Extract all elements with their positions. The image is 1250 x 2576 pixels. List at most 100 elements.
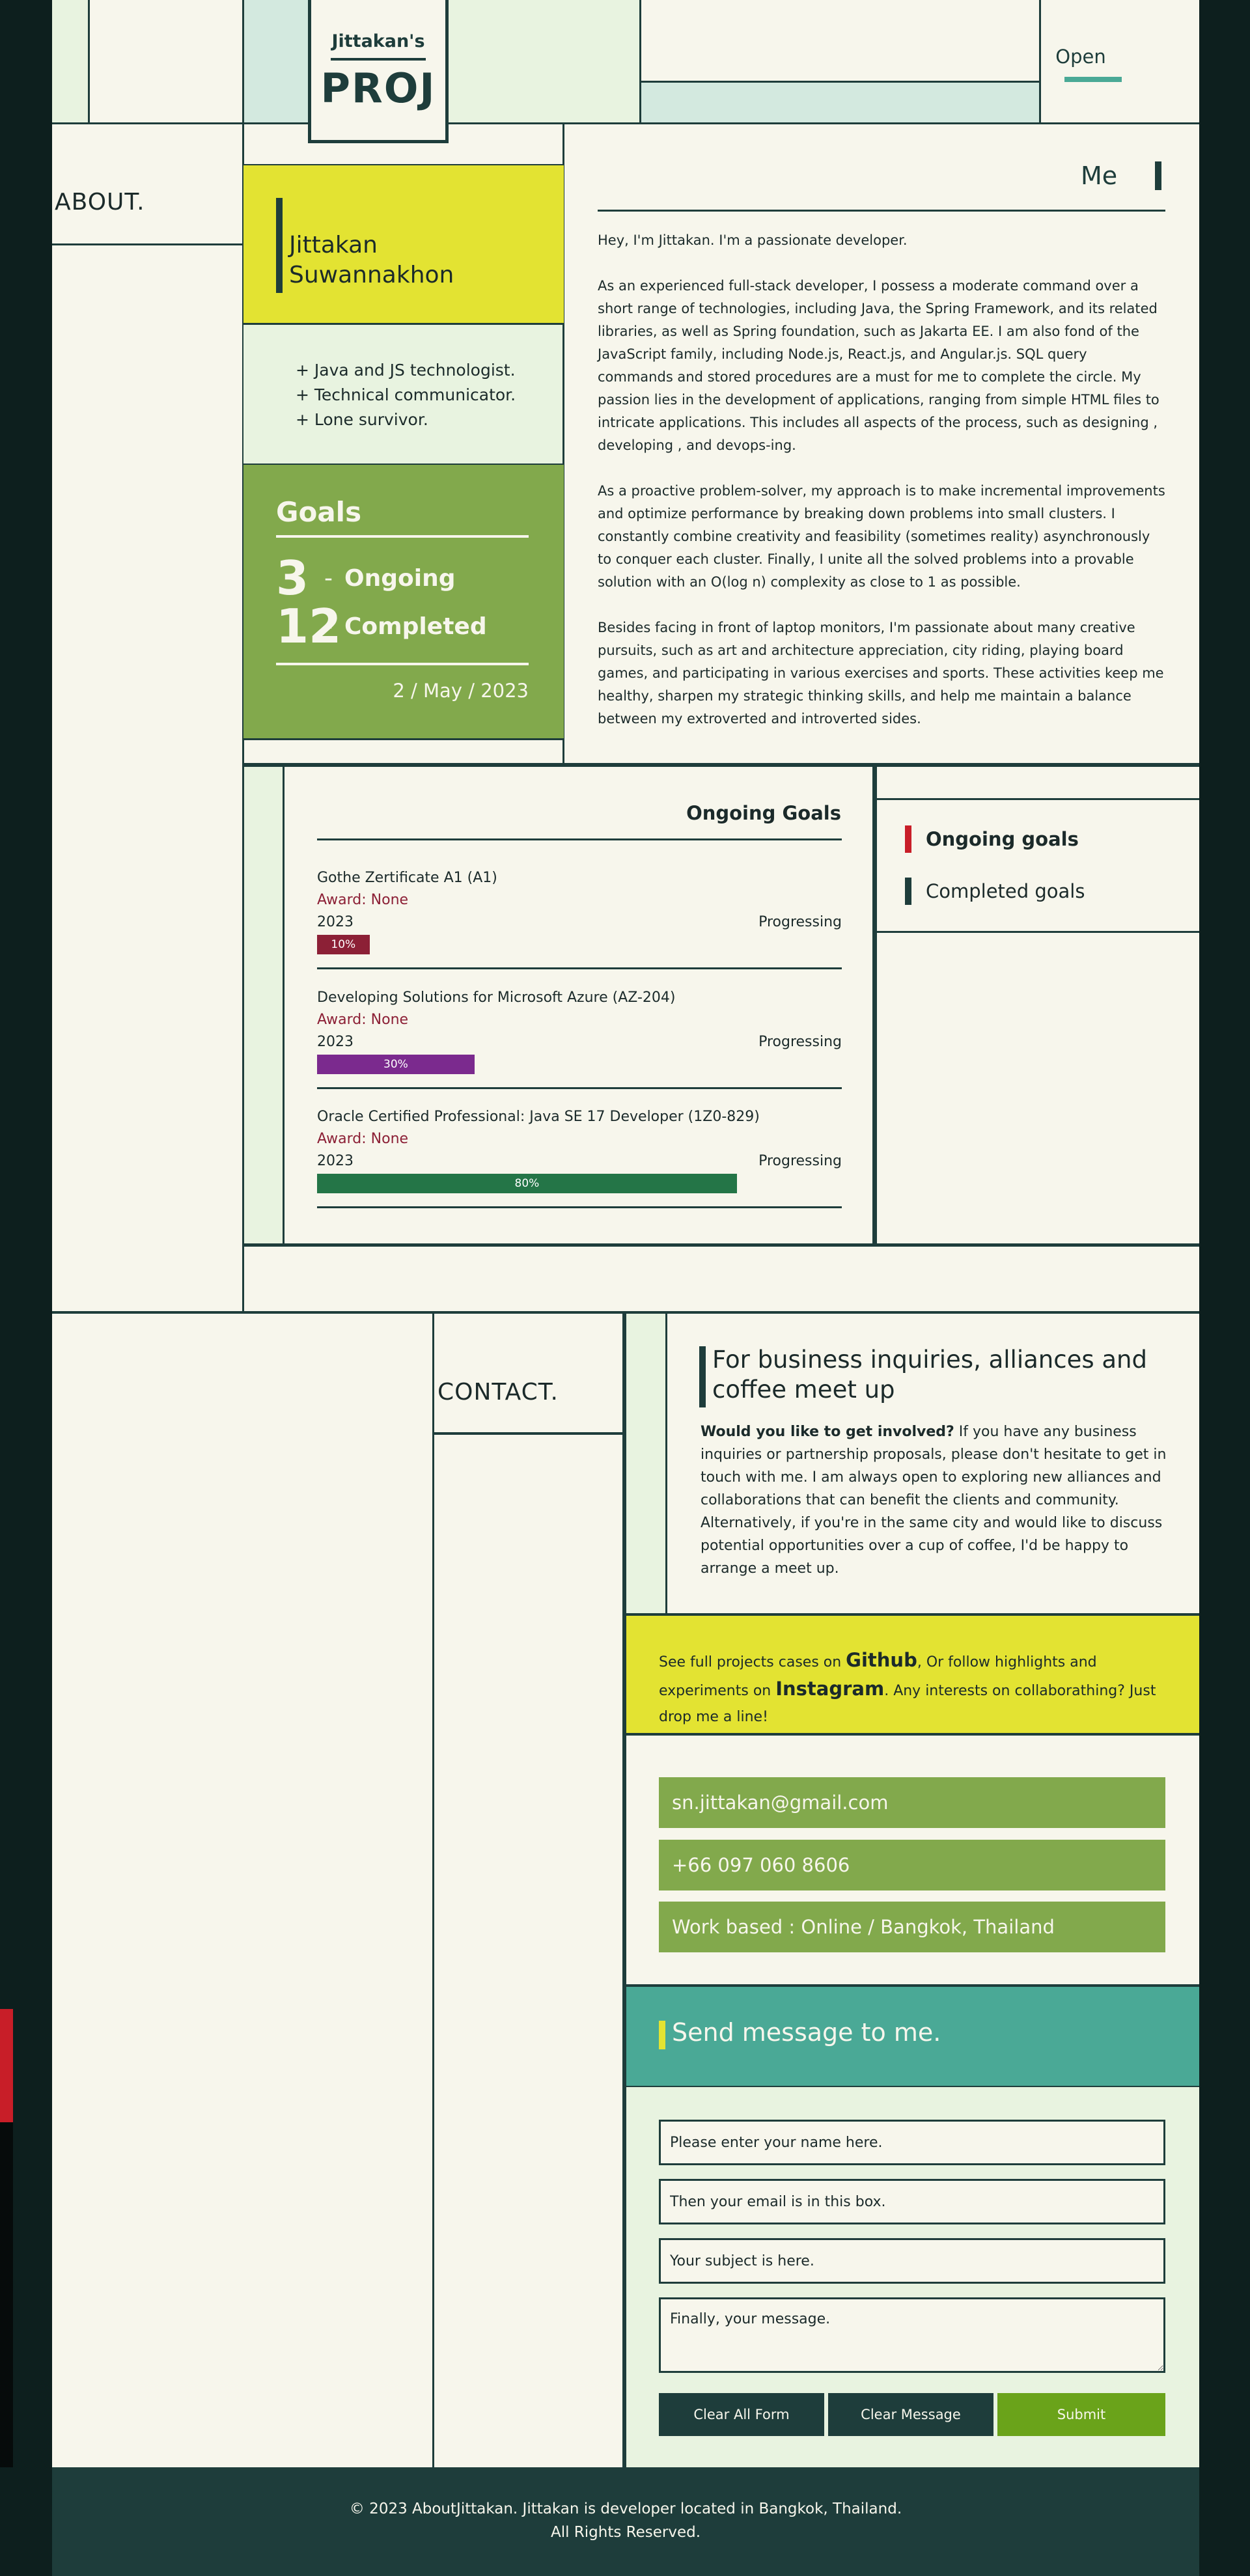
goals-completed-row: 12 - Completed bbox=[276, 599, 487, 654]
header-cell bbox=[641, 82, 1040, 124]
name-input[interactable] bbox=[659, 2120, 1165, 2165]
goal-divider bbox=[317, 1206, 842, 1208]
social-text-part: , Or follow highlights and experiments o… bbox=[659, 1654, 1097, 1699]
goal-year: 2023 bbox=[317, 1034, 354, 1050]
social-card bbox=[626, 1616, 1199, 1734]
me-paragraph: Besides facing in front of laptop monito… bbox=[598, 620, 1164, 727]
bullet-item: + Technical communicator. bbox=[296, 385, 516, 404]
goals-card bbox=[243, 465, 564, 740]
logo-big-text: PROJ bbox=[320, 64, 436, 112]
goal-divider bbox=[317, 967, 842, 969]
goal-status: Progressing bbox=[758, 1034, 842, 1050]
goal-item: Developing Solutions for Microsoft Azure… bbox=[317, 987, 842, 1089]
goal-item: Oracle Certified Professional: Java SE 1… bbox=[317, 1106, 842, 1208]
goal-item: Gothe Zertificate A1 (A1) Award: None 20… bbox=[317, 867, 842, 969]
goal-meta: 2023 Progressing bbox=[317, 911, 842, 934]
edge-accent bbox=[0, 2009, 13, 2122]
goal-name: Oracle Certified Professional: Java SE 1… bbox=[317, 1109, 760, 1125]
me-title: Me bbox=[1081, 161, 1118, 190]
subject-input[interactable] bbox=[659, 2238, 1165, 2284]
last-name: Suwannakhon bbox=[289, 262, 454, 288]
header-cell bbox=[243, 0, 309, 124]
header-cell bbox=[448, 0, 641, 124]
open-menu-button[interactable]: Open bbox=[1055, 46, 1106, 68]
goal-award: Award: None bbox=[317, 1012, 409, 1028]
me-accent-bar bbox=[1155, 161, 1161, 190]
me-divider bbox=[598, 210, 1165, 212]
completed-label: Completed bbox=[344, 613, 487, 640]
submit-button[interactable]: Submit bbox=[997, 2393, 1165, 2436]
goal-name: Developing Solutions for Microsoft Azure… bbox=[317, 990, 676, 1006]
legend-swatch-ongoing bbox=[905, 825, 911, 853]
goal-award: Award: None bbox=[317, 1131, 409, 1147]
goal-meta: 2023 Progressing bbox=[317, 1031, 842, 1053]
send-accent-bar bbox=[659, 2021, 665, 2049]
completed-count: 12 bbox=[276, 599, 342, 654]
me-body: Hey, I'm Jittakan. I'm a passionate deve… bbox=[598, 229, 1165, 753]
goals-title: Goals bbox=[276, 496, 362, 528]
ongoing-label: Ongoing bbox=[344, 564, 456, 592]
social-text-part: See full projects cases on bbox=[659, 1654, 846, 1670]
header-cell bbox=[52, 0, 88, 124]
name-accent-bar bbox=[276, 198, 283, 293]
dash: - bbox=[324, 564, 333, 592]
me-paragraph: Hey, I'm Jittakan. I'm a passionate deve… bbox=[598, 232, 908, 248]
edge-strip bbox=[0, 2122, 13, 2467]
bullet-list: + Java and JS technologist. + Technical … bbox=[296, 358, 516, 432]
legend-completed-label: Completed goals bbox=[926, 880, 1085, 902]
goal-status: Progressing bbox=[758, 1153, 842, 1169]
footer: © 2023 AboutJittakan. Jittakan is develo… bbox=[52, 2467, 1199, 2576]
logo-small-text: Jittakan's bbox=[331, 31, 425, 51]
bullet-item: + Java and JS technologist. bbox=[296, 361, 516, 380]
footer-rights: All Rights Reserved. bbox=[550, 2524, 701, 2541]
goals-ongoing-row: 3 - Ongoing bbox=[276, 551, 455, 605]
biz-body-text: If you have any business inquiries or pa… bbox=[701, 1424, 1167, 1577]
goals-divider bbox=[276, 663, 529, 665]
phone-contact[interactable]: +66 097 060 8606 bbox=[659, 1840, 1165, 1890]
logo[interactable]: Jittakan's PROJ bbox=[308, 0, 449, 143]
clear-message-button[interactable]: Clear Message bbox=[828, 2393, 993, 2436]
contact-label: CONTACT. bbox=[438, 1379, 559, 1406]
goal-year: 2023 bbox=[317, 914, 354, 930]
instagram-link[interactable]: Instagram bbox=[775, 1678, 885, 1700]
biz-body: Would you like to get involved? If you h… bbox=[701, 1420, 1168, 1580]
contact-side-strip bbox=[626, 1314, 665, 1614]
goal-year: 2023 bbox=[317, 1153, 354, 1169]
footer-copyright: © 2023 AboutJittakan. Jittakan is develo… bbox=[349, 2500, 902, 2517]
goals-divider bbox=[276, 535, 529, 538]
legend-completed-goals[interactable]: Completed goals bbox=[905, 878, 1085, 905]
about-label: ABOUT. bbox=[55, 189, 145, 215]
github-link[interactable]: Github bbox=[846, 1649, 917, 1671]
legend-ongoing-goals[interactable]: Ongoing goals bbox=[905, 825, 1079, 853]
full-name: Jittakan Suwannakhon bbox=[289, 230, 454, 290]
legend-ongoing-label: Ongoing goals bbox=[926, 828, 1079, 850]
bullet-item: + Lone survivor. bbox=[296, 410, 428, 429]
me-paragraph: As a proactive problem-solver, my approa… bbox=[598, 483, 1165, 590]
clear-all-form-button[interactable]: Clear All Form bbox=[659, 2393, 824, 2436]
bullets-panel bbox=[243, 325, 562, 464]
goal-status: Progressing bbox=[758, 914, 842, 930]
goal-progress-bar: 30% bbox=[317, 1055, 475, 1074]
ongoing-goals-divider bbox=[317, 838, 842, 840]
send-message-header bbox=[626, 1987, 1199, 2086]
social-text: See full projects cases on Github, Or fo… bbox=[659, 1647, 1180, 1730]
location-contact: Work based : Online / Bangkok, Thailand bbox=[659, 1902, 1165, 1952]
goal-meta: 2023 Progressing bbox=[317, 1150, 842, 1172]
me-paragraph: As an experienced full-stack developer, … bbox=[598, 278, 1160, 453]
send-message-title: Send message to me. bbox=[672, 2018, 941, 2047]
goals-date: 2 / May / 2023 bbox=[393, 680, 529, 702]
logo-divider bbox=[331, 58, 426, 61]
first-name: Jittakan bbox=[289, 232, 378, 258]
social-text-part: . Any interests on collaborathing? Just … bbox=[659, 1683, 1156, 1725]
email-contact[interactable]: sn.jittakan@gmail.com bbox=[659, 1777, 1165, 1828]
ongoing-count: 3 bbox=[276, 551, 309, 605]
name-card bbox=[243, 165, 564, 324]
goal-divider bbox=[317, 1087, 842, 1089]
biz-lead: Would you like to get involved? bbox=[701, 1424, 954, 1440]
goal-progress-bar: 10% bbox=[317, 935, 370, 954]
goal-name: Gothe Zertificate A1 (A1) bbox=[317, 870, 497, 886]
email-input[interactable] bbox=[659, 2179, 1165, 2224]
biz-title: For business inquiries, alliances and co… bbox=[712, 1346, 1147, 1404]
message-input[interactable] bbox=[659, 2297, 1165, 2373]
dash: - bbox=[324, 613, 333, 640]
